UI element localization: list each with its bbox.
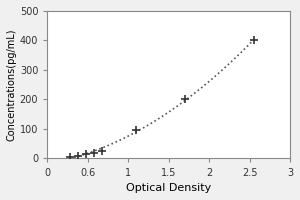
X-axis label: Optical Density: Optical Density xyxy=(126,183,211,193)
Y-axis label: Concentrations(pg/mL): Concentrations(pg/mL) xyxy=(7,28,17,141)
